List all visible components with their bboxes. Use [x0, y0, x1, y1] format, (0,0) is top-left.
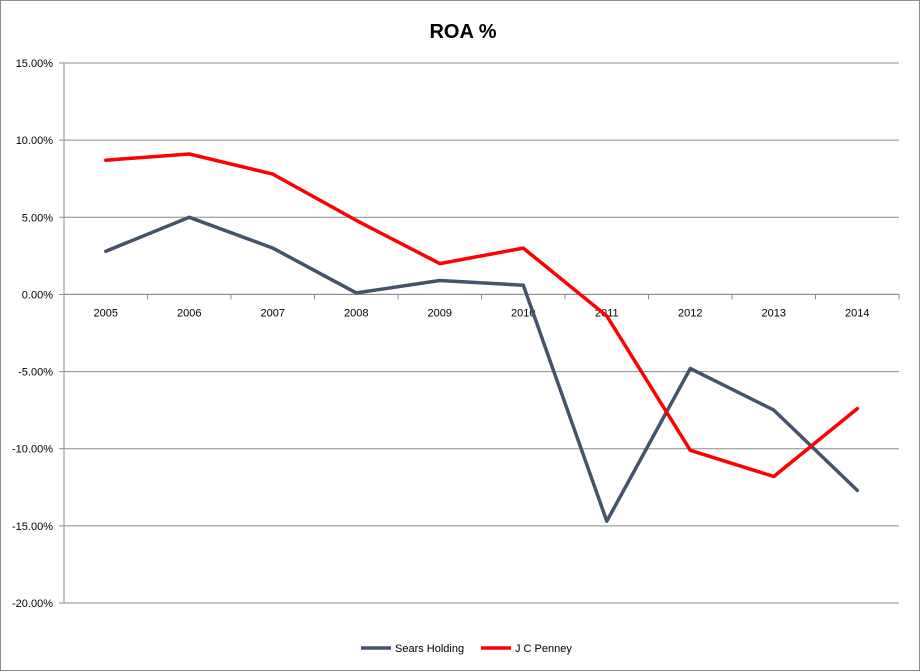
- x-tick-label: 2005: [94, 307, 118, 319]
- x-tick-label: 2012: [678, 307, 702, 319]
- x-tick-label: 2007: [261, 307, 285, 319]
- y-tick-label: 10.00%: [16, 135, 54, 147]
- y-tick-label: 5.00%: [22, 212, 53, 224]
- x-axis-tick-labels: 2005 2006 2007 2008 2009 2010 2011 2012 2013 2014: [94, 307, 870, 319]
- y-tick-label: -5.00%: [18, 367, 53, 379]
- gridlines: [64, 62, 899, 604]
- series-line-2: [104, 152, 860, 479]
- y-axis-tick-labels: 15.00% 10.00% 5.00% 0.00% -5.00% -10.00% -15.0…: [12, 58, 53, 610]
- legend-label-1: Sears Holding: [395, 643, 464, 655]
- y-tick-label: 15.00%: [16, 58, 54, 70]
- legend-label-2: J C Penney: [515, 643, 572, 655]
- x-tick-label: 2008: [344, 307, 368, 319]
- y-tick-label: 0.00%: [22, 289, 53, 301]
- series-line-1: [104, 215, 860, 523]
- x-tick-label: 2014: [845, 307, 869, 319]
- y-tick-label: -10.00%: [12, 444, 53, 456]
- x-tick-label: 2006: [177, 307, 201, 319]
- chart-title: ROA %: [429, 21, 496, 43]
- y-tick-label: -15.00%: [12, 521, 53, 533]
- legend: Sears Holding J C Penney: [361, 643, 572, 655]
- x-tick-label: 2009: [428, 307, 452, 319]
- series-lines: [104, 152, 860, 523]
- y-tick-label: -20.00%: [12, 598, 53, 610]
- x-tick-label: 2010: [511, 307, 535, 319]
- x-tick-label: 2013: [762, 307, 786, 319]
- axes: [59, 62, 900, 604]
